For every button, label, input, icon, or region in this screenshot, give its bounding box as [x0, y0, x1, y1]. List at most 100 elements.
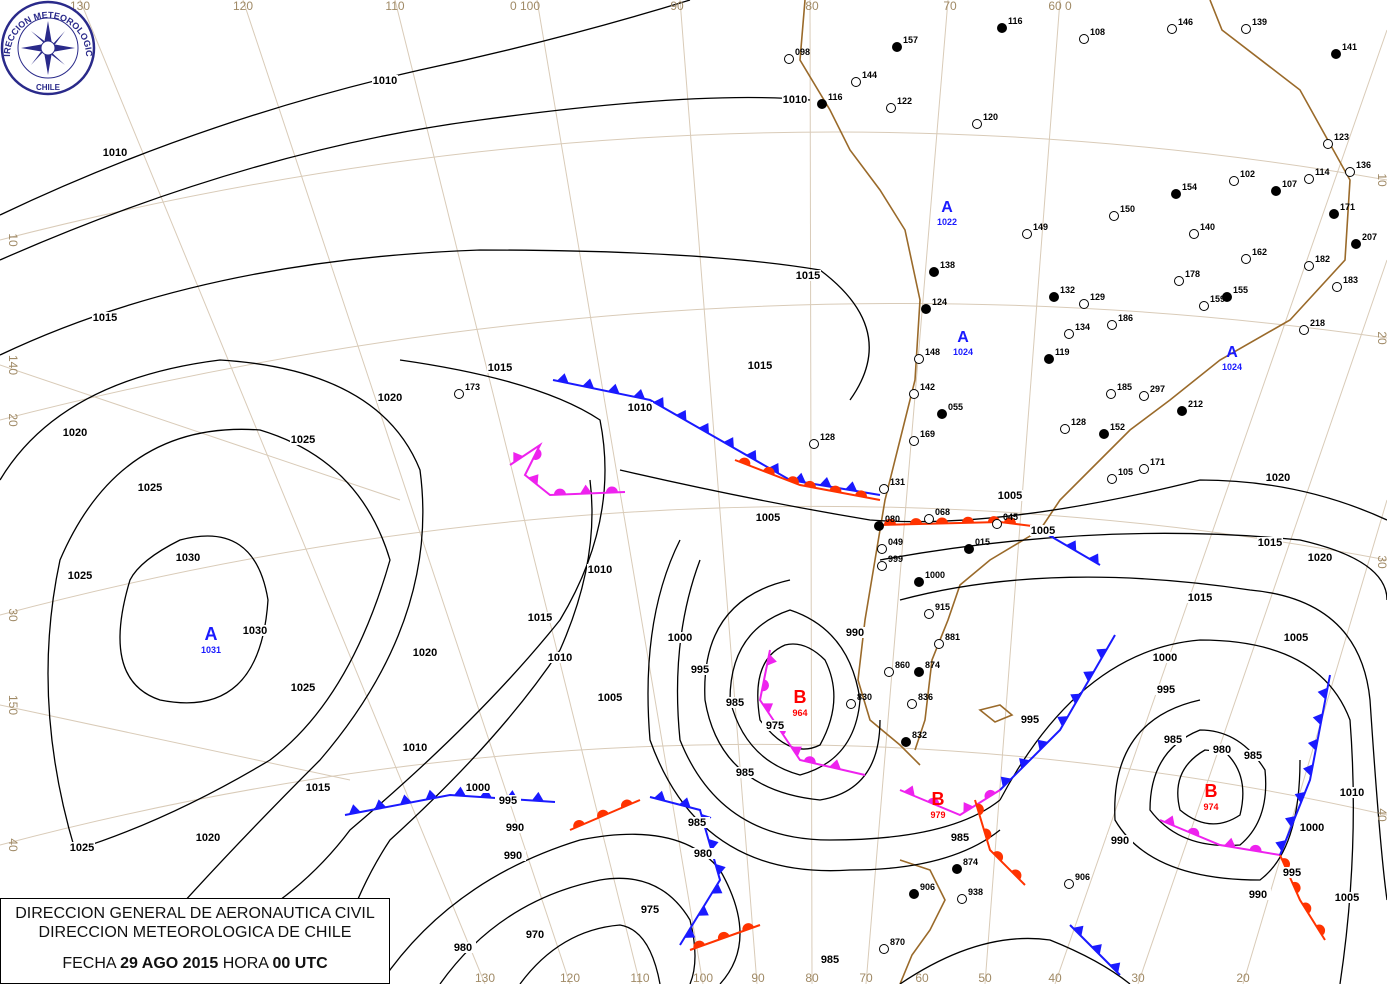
station-cloud-cover-icon	[1323, 139, 1333, 149]
isobar-label-text: 1025	[291, 434, 315, 446]
station-cloud-cover-icon	[886, 103, 896, 113]
isobar-label-bg	[597, 692, 623, 703]
station-pressure: 171	[1150, 457, 1165, 467]
cold-front-triangle	[697, 905, 709, 916]
station-plot: 938	[957, 887, 983, 904]
station-plot: 218	[1299, 318, 1325, 335]
station-plot: 142	[909, 382, 935, 399]
isobar-label-text: 1000	[1153, 652, 1177, 664]
isobar	[0, 96, 811, 261]
occluded-front	[899, 785, 1001, 817]
station-plot: 182	[1304, 254, 1330, 271]
grid-label-top: 70	[943, 0, 957, 13]
grid-label-top: 80	[805, 0, 819, 13]
station-plot: 124	[921, 297, 947, 314]
station-plot: 171	[1139, 457, 1165, 474]
warm-front-semicircle	[787, 476, 799, 485]
isobar-label: 995	[687, 664, 713, 676]
station-pressure: 015	[975, 537, 990, 547]
station-pressure: 122	[897, 96, 912, 106]
station-pressure: 938	[968, 887, 983, 897]
station-pressure: 120	[983, 112, 998, 122]
meridian-line	[1137, 259, 1387, 984]
station-cloud-cover-icon	[1171, 189, 1181, 199]
isobar-label-bg	[1283, 632, 1309, 643]
station-cloud-cover-icon	[1107, 474, 1117, 484]
grid-label-right: 40	[1375, 808, 1387, 822]
isobar-label-text: 1010	[548, 652, 572, 664]
center-pressure-value: 1024	[953, 347, 973, 357]
station-cloud-cover-icon	[909, 436, 919, 446]
cold-front	[344, 786, 556, 816]
station-cloud-cover-icon	[454, 389, 464, 399]
warm-front-semicircle	[761, 679, 769, 692]
station-plot: 139	[1241, 17, 1267, 34]
isobar-label-bg	[402, 742, 428, 753]
isobar-label-text: 980	[694, 848, 712, 860]
station-pressure: 906	[1075, 872, 1090, 882]
cold-front-triangle	[531, 791, 544, 802]
isobar-label: 1005	[1283, 632, 1309, 644]
isobar-label: 1000	[667, 632, 693, 644]
center-pressure-value: 974	[1203, 802, 1218, 812]
warm-front-semicircle	[763, 466, 775, 476]
grid-label-bottom: 40	[1048, 971, 1062, 984]
isobar	[704, 579, 881, 801]
cold-front-triangle	[1307, 738, 1318, 751]
isobar-label-text: 1020	[1266, 472, 1290, 484]
isobar-label-text: 1015	[1188, 592, 1212, 604]
isobar	[1114, 699, 1301, 881]
station-cloud-cover-icon	[1139, 464, 1149, 474]
station-cloud-cover-icon	[957, 894, 967, 904]
isobar-label: 1015	[1257, 537, 1283, 549]
isobar-label-bg	[1299, 822, 1325, 833]
cold-front-triangle	[653, 790, 666, 802]
occluded-front	[758, 649, 866, 776]
isobar-label-bg	[1187, 592, 1213, 603]
isobar-label-text: 985	[1164, 734, 1182, 746]
warm-front-semicircle	[1302, 902, 1312, 914]
isobar-label-text: 1010	[373, 75, 397, 87]
station-pressure: 124	[932, 297, 947, 307]
isobar-label-text: 1000	[1300, 822, 1324, 834]
isobar-label-bg	[1152, 652, 1178, 663]
center-letter: B	[794, 687, 807, 707]
occluded-front-line	[758, 649, 866, 776]
occluded-front-line	[1159, 819, 1281, 856]
station-cloud-cover-icon	[1299, 325, 1309, 335]
station-pressure: 154	[1182, 182, 1197, 192]
isobar-label: 1015	[487, 362, 513, 374]
isobar-labels: 1010 1010 1010 1015 1015 1015 1015 1020 1020 1025…	[62, 75, 1365, 966]
isobar-label-bg	[305, 782, 331, 793]
isobar-label-bg	[637, 904, 663, 915]
station-pressure: 185	[1117, 382, 1132, 392]
isobar-label-text: 1005	[598, 692, 622, 704]
warm-front	[569, 799, 641, 831]
isobar-label: 1025	[67, 570, 93, 582]
cold-front-triangle	[1072, 925, 1084, 937]
isobar-label: 990	[502, 822, 528, 834]
isobar-label: 1010	[547, 652, 573, 664]
coastline	[978, 704, 1014, 723]
isobar-label-text: 1005	[1335, 892, 1359, 904]
station-plot: 150	[1109, 204, 1135, 221]
parallel-line	[0, 302, 1387, 421]
isobar-label-bg	[377, 392, 403, 403]
station-cloud-cover-icon	[924, 609, 934, 619]
isobar-label-bg	[747, 360, 773, 371]
station-cloud-cover-icon	[817, 99, 827, 109]
cold-front-triangle	[348, 804, 361, 815]
station-pressure: 148	[925, 347, 940, 357]
isobar-label: 970	[522, 929, 548, 941]
station-cloud-cover-icon	[1044, 354, 1054, 364]
station-pressure: 141	[1342, 42, 1357, 52]
cold-front-triangle	[1000, 776, 1012, 788]
station-pressure: 132	[1060, 285, 1075, 295]
station-cloud-cover-icon	[1109, 211, 1119, 221]
cold-front-triangle	[766, 653, 777, 666]
station-cloud-cover-icon	[874, 521, 884, 531]
warm-front-semicircle	[909, 518, 922, 525]
station-pressure: 881	[945, 632, 960, 642]
